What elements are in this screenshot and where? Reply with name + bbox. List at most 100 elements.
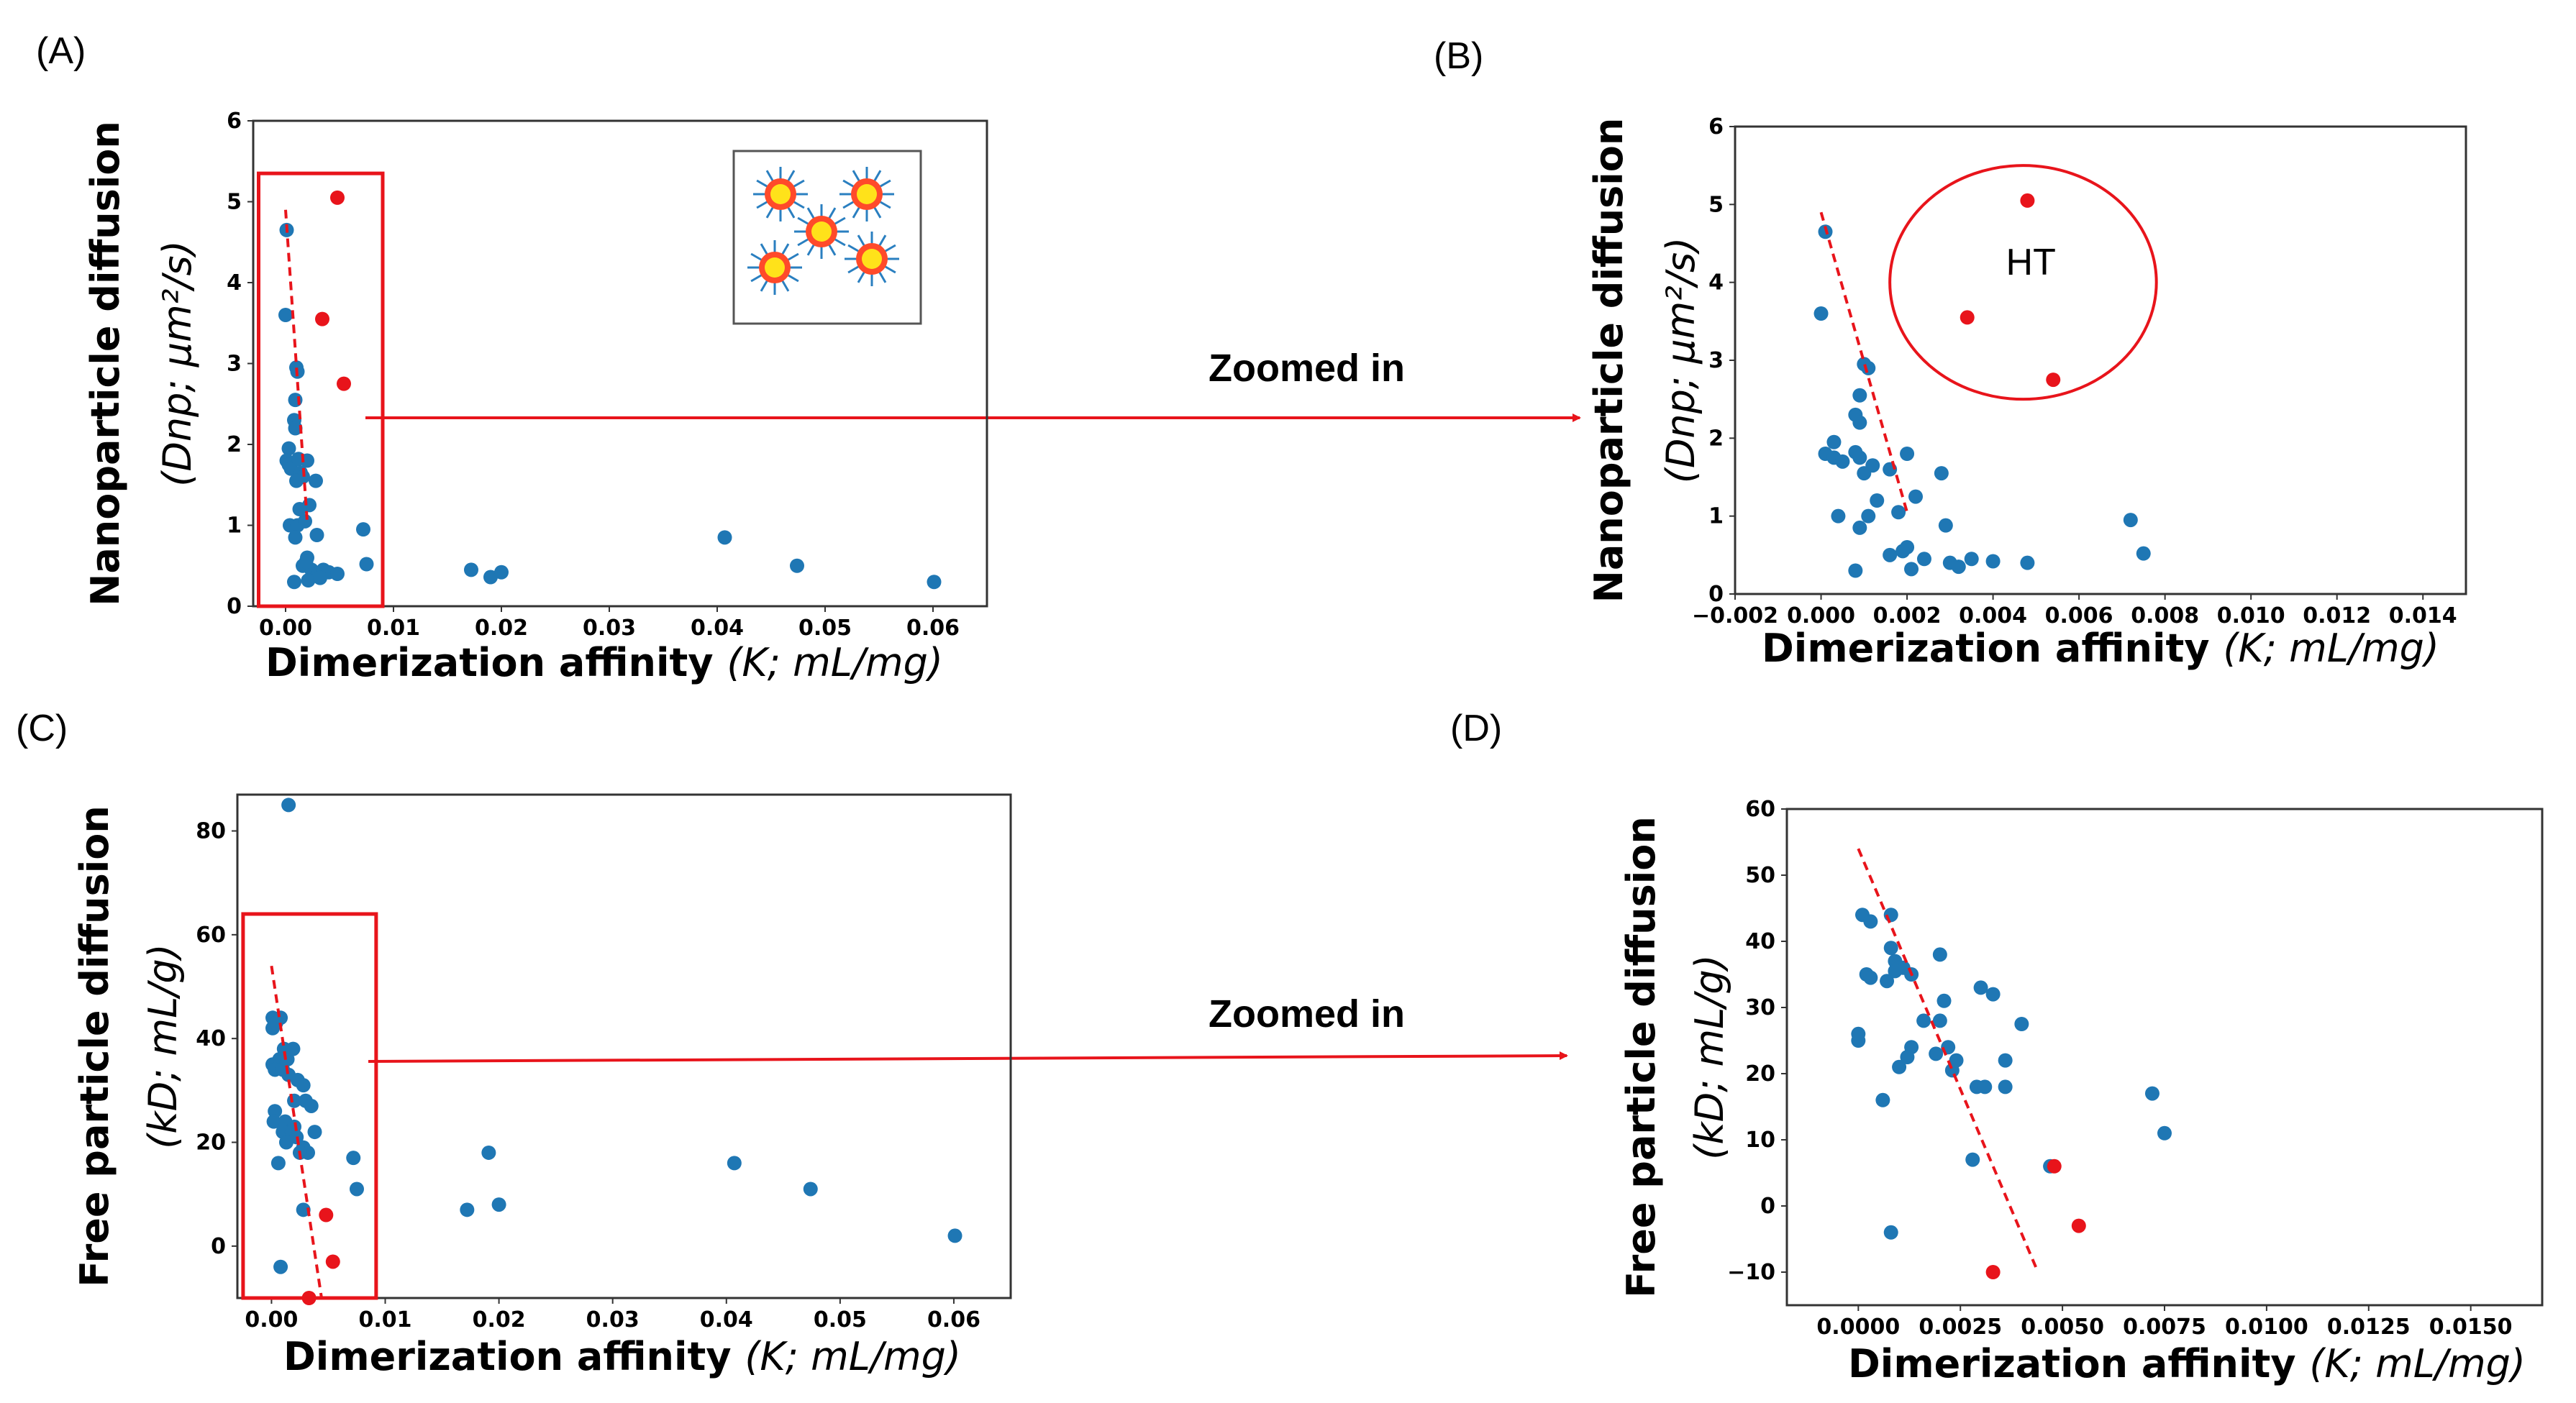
x-tick-label: 0.004 [1959,603,2027,629]
x-tick-label: 0.04 [691,616,744,641]
blue-point [491,1197,506,1212]
blue-point [273,1259,288,1274]
y-tick-label: 4 [1708,270,1724,296]
y-tick-label: 40 [196,1026,226,1051]
blue-point [1916,552,1931,567]
x-tick-label: 0.06 [906,616,960,641]
ht-label: HT [2006,242,2056,283]
blue-point [1883,941,1898,956]
blue-point [1852,450,1867,465]
x-tick-label: 0.000 [1787,603,1855,629]
y-tick-label: 4 [227,270,242,296]
red-point [319,1207,334,1223]
blue-point [1932,1013,1947,1028]
blue-point [288,393,303,408]
blue-point [1965,1152,1980,1167]
x-tick-label: 0.010 [2217,603,2285,629]
blue-point [288,530,303,545]
core-inner [811,221,832,242]
zoom-region-box [257,171,385,608]
fit-line [1857,848,2039,1273]
blue-point [2157,1125,2172,1141]
blue-point [481,1145,496,1160]
blue-point [1964,552,1979,567]
x-tick-label: 0.014 [2389,603,2457,629]
blue-point [1977,1079,1993,1094]
blue-point [1951,559,1966,575]
blue-point [1848,563,1863,578]
blue-point [313,570,327,585]
zoom-label-bottom: Zoomed in [1209,992,1405,1036]
y-tick-label: 60 [196,923,226,948]
blue-point [1998,1079,2013,1094]
y-tick-label: 3 [227,352,242,377]
y-tick-label: 30 [1745,995,1775,1020]
x-tick-label: 0.01 [358,1307,411,1333]
red-point [301,1291,317,1305]
y-tick-label: 50 [1745,863,1775,888]
blue-point [281,441,296,456]
x-tick-label: 0.0000 [1816,1315,1900,1340]
chart-c: 0.00 0.01 0.02 0.03 0.04 0.05 0.06 0 20 40 60 80 Fre… [72,793,1012,1379]
red-point [1985,1265,2001,1279]
panel-label-c: (C) [16,708,68,749]
blue-point [330,567,345,581]
nanoparticle-icon [753,167,808,221]
blue-point [2020,555,2035,570]
y-axis-unit: (Dnp; μm²/s) [155,240,200,487]
x-tick-label: 0.0125 [2327,1315,2411,1340]
blue-point [359,557,374,572]
blue-point [1932,947,1947,962]
x-tick-label: −0.002 [1692,603,1778,629]
x-tick-label: 0.00 [245,1307,298,1333]
blue-point [1861,360,1876,375]
blue-point [483,570,498,585]
blue-point [1900,1050,1915,1064]
y-tick-label: 3 [1708,348,1724,373]
y-tick-label: 80 [196,819,226,844]
y-tick-label: 1 [1708,504,1724,529]
blue-point [298,513,312,529]
y-tick-label: 0 [211,1234,226,1259]
y-tick-label: 1 [227,513,242,539]
y-axis-label: Free particle diffusion [72,805,117,1287]
blue-point [1949,1053,1964,1068]
blue-point [717,530,732,545]
red-point [2047,1158,2062,1174]
blue-point [1861,508,1876,524]
blue-point [1863,914,1878,929]
plot-frame [236,793,1012,1299]
blue-point [790,558,804,573]
inset-schematic [732,150,922,325]
blue-point [1936,993,1952,1008]
y-tick-label: 2 [227,432,242,457]
red-point [330,190,345,205]
blue-point [289,473,304,488]
y-axis-label: Nanoparticle diffusion [1586,118,1631,603]
y-axis-unit: (kD; mL/g) [140,943,186,1149]
red-point [1960,310,1975,325]
blue-point [309,473,323,488]
blue-point [1934,466,1949,481]
y-tick-label: 20 [196,1130,226,1156]
y-axis-unit: (Dnp; μm²/s) [1658,237,1703,484]
blue-point [1863,970,1878,985]
blue-point [346,1151,361,1166]
y-tick-label: 40 [1745,929,1775,954]
blue-point [299,554,314,570]
blue-point [307,1125,322,1140]
x-tick-label: 0.01 [367,616,420,641]
blue-point [1883,908,1898,923]
red-point [2046,373,2061,388]
blue-point [1891,505,1906,520]
red-point [315,311,329,326]
y-tick-label: −10 [1727,1260,1775,1285]
x-tick-label: 0.006 [2045,603,2113,629]
blue-point [278,1135,293,1150]
blue-point [947,1228,962,1243]
panel-label-a: (A) [36,30,86,72]
blue-point [1880,974,1895,989]
core-inner [857,184,877,204]
blue-point [349,1182,364,1197]
